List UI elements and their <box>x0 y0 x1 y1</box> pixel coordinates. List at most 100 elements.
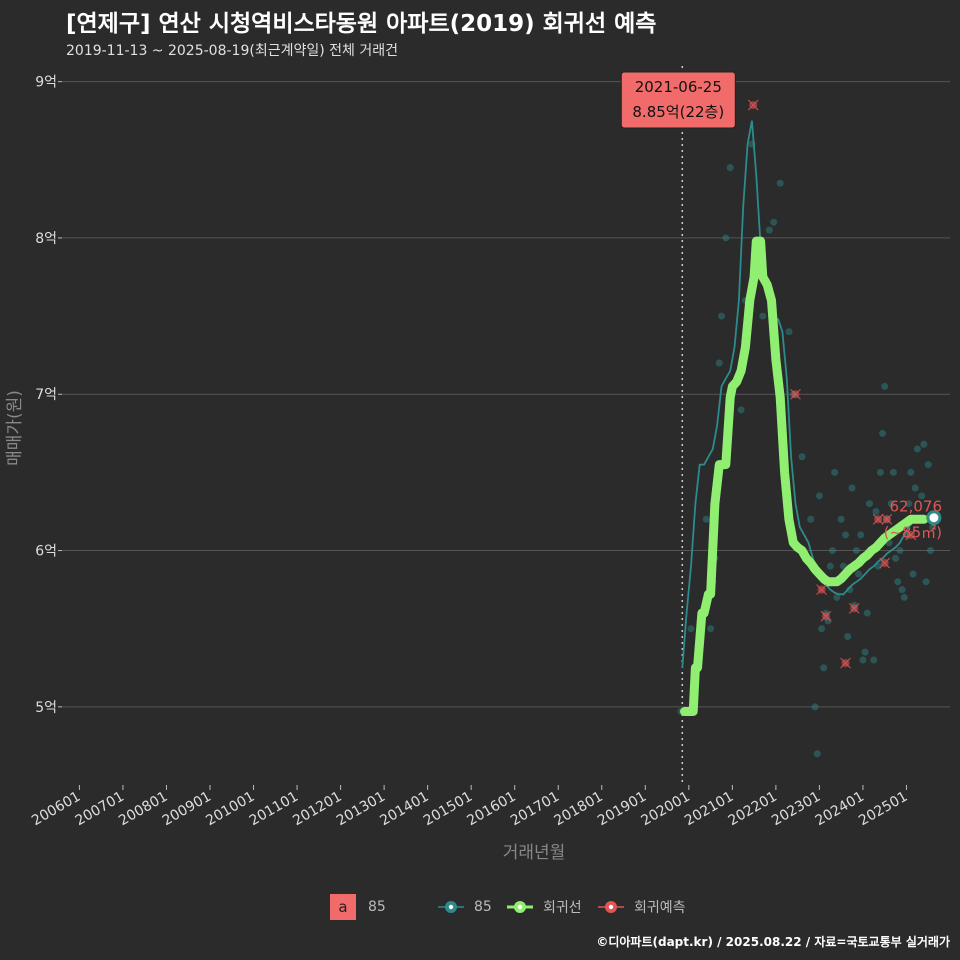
scatter-points <box>677 140 937 758</box>
legend-prediction-icon <box>598 901 624 913</box>
scatter-point <box>865 500 873 508</box>
x-tick-label: 201401 <box>377 789 431 830</box>
scatter-point <box>759 312 767 320</box>
x-tick-label: 202401 <box>813 789 867 830</box>
x-tick-label: 201301 <box>334 789 388 830</box>
scatter-point <box>909 570 917 578</box>
prediction-point <box>879 557 891 569</box>
x-axis-label: 거래년월 <box>503 843 566 863</box>
scatter-point <box>922 578 930 586</box>
y-tick-label: 7억 <box>35 387 57 403</box>
scatter-point <box>837 515 845 523</box>
scatter-point <box>813 750 821 758</box>
regression-path <box>680 236 929 716</box>
x-tick-label: 200701 <box>73 789 127 830</box>
y-tick-label: 6억 <box>35 544 57 560</box>
y-axis-label: 매매가(원) <box>5 390 25 466</box>
legend-item-prediction: 회귀예측 <box>598 892 686 922</box>
legend-label: 회귀예측 <box>634 900 686 916</box>
scatter-point <box>894 578 902 586</box>
scatter-point <box>770 218 778 226</box>
scatter-point <box>852 547 860 555</box>
scatter-point <box>900 593 908 601</box>
legend-label: 85 <box>474 899 492 915</box>
legend-item-regression: 회귀선 <box>507 892 582 922</box>
scatter-point <box>815 492 823 500</box>
scatter-point <box>855 570 863 578</box>
x-tick-label: 201101 <box>247 789 301 830</box>
x-tick-label: 202301 <box>769 789 823 830</box>
scatter-point <box>820 664 828 672</box>
x-tick-label: 202201 <box>726 789 780 830</box>
scatter-point <box>911 484 919 492</box>
x-tick-label: 202101 <box>682 789 736 830</box>
series-85-line <box>681 120 934 668</box>
scatter-point <box>811 703 819 711</box>
prediction-point <box>848 602 860 614</box>
x-tick-label: 202501 <box>856 789 910 830</box>
scatter-point <box>776 179 784 187</box>
legend-item-box: a 85 <box>330 892 386 922</box>
scatter-point <box>870 656 878 664</box>
prediction-point <box>905 529 917 541</box>
series-85 <box>681 120 934 668</box>
scatter-point <box>872 507 880 515</box>
legend-label: 85 <box>368 899 386 915</box>
x-tick-label: 201501 <box>421 789 475 830</box>
scatter-point <box>859 656 867 664</box>
scatter-point <box>929 523 937 531</box>
peak-callout: 2021-06-25 8.85억(22층) <box>620 71 736 129</box>
x-tick-label: 201801 <box>551 789 605 830</box>
scatter-point <box>715 359 723 367</box>
scatter-point <box>857 531 865 539</box>
end-value-label: 62,076 <box>890 498 943 516</box>
scatter-point <box>785 328 793 336</box>
scatter-point <box>844 633 852 641</box>
x-tick-label: 201601 <box>464 789 518 830</box>
scatter-point <box>920 440 928 448</box>
scatter-point <box>765 226 773 234</box>
x-tick-label: 201901 <box>595 789 649 830</box>
y-tick-label: 5억 <box>35 700 57 716</box>
scatter-point <box>898 586 906 594</box>
scatter-point <box>907 468 915 476</box>
x-tick-label: 201701 <box>508 789 562 830</box>
scatter-point <box>702 515 710 523</box>
scatter-point <box>863 609 871 617</box>
scatter-point <box>876 468 884 476</box>
scatter-point <box>833 593 841 601</box>
prediction-points <box>747 99 917 669</box>
scatter-point <box>918 492 926 500</box>
scatter-point <box>798 453 806 461</box>
scatter-point <box>879 429 887 437</box>
prediction-point <box>872 513 884 525</box>
grid-lines <box>62 81 950 708</box>
scatter-point <box>842 531 850 539</box>
scatter-point <box>913 445 921 453</box>
scatter-point <box>828 547 836 555</box>
y-tick-label: 9억 <box>35 75 57 91</box>
x-axis-ticks: 2006012007012008012009012010012011012012… <box>29 785 910 829</box>
x-tick-label: 200901 <box>160 789 214 830</box>
y-axis-ticks: 5억 6억 7억 8억 9억 <box>35 75 62 716</box>
scatter-point <box>926 547 934 555</box>
chart-title: [연제구] 연산 시청역비스타동원 아파트(2019) 회귀선 예측 <box>66 11 657 37</box>
prediction-point <box>747 99 759 111</box>
scatter-point <box>737 406 745 414</box>
scatter-point <box>924 461 932 469</box>
scatter-point <box>826 562 834 570</box>
scatter-point <box>717 312 725 320</box>
legend: a 85 85 회귀선 회귀예측 <box>0 892 960 922</box>
scatter-point <box>861 648 869 656</box>
regression-line <box>680 236 929 716</box>
legend-regression-icon <box>507 901 533 913</box>
chart-subtitle: 2019-11-13 ~ 2025-08-19(최근계약일) 전체 거래건 <box>66 43 398 59</box>
prediction-point <box>881 513 893 525</box>
scatter-point <box>881 382 889 390</box>
peak-callout-box <box>620 71 736 129</box>
scatter-point <box>892 554 900 562</box>
scatter-point <box>887 500 895 508</box>
scatter-point <box>905 500 913 508</box>
end-area-label: (~85㎡) <box>884 524 942 542</box>
